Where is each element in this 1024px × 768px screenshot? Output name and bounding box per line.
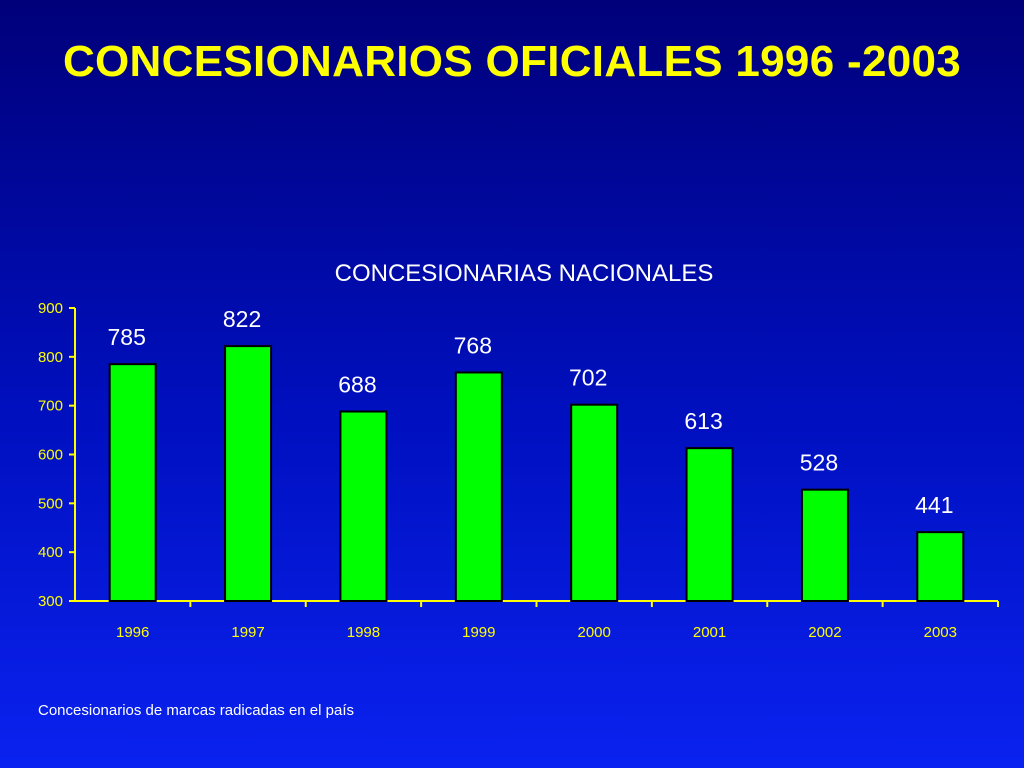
y-tick-label: 700: [38, 398, 63, 415]
y-tick-label: 300: [38, 593, 63, 610]
data-label: 613: [684, 408, 722, 434]
slide-title: CONCESIONARIOS OFICIALES 1996 -2003: [62, 37, 962, 86]
y-tick-label: 900: [38, 300, 63, 317]
data-label: 702: [569, 365, 607, 391]
bar: [916, 531, 965, 603]
x-tick-label: 1999: [462, 624, 495, 641]
bar: [454, 371, 503, 602]
bar: [108, 363, 157, 602]
data-label: 768: [454, 332, 492, 358]
bar: [685, 447, 734, 602]
bar: [339, 410, 388, 602]
y-tick-label: 600: [38, 447, 63, 464]
data-label: 528: [800, 450, 838, 476]
x-tick-label: 1997: [231, 624, 264, 641]
data-label: 785: [108, 324, 146, 350]
y-tick-label: 800: [38, 349, 63, 366]
x-tick-label: 1996: [116, 624, 149, 641]
bar: [800, 488, 849, 602]
bar: [224, 345, 273, 602]
y-tick-label: 400: [38, 544, 63, 561]
x-tick-label: 2001: [693, 624, 726, 641]
bar: [570, 403, 619, 602]
y-tick-label: 500: [38, 495, 63, 512]
footnote: Concesionarios de marcas radicadas en el…: [38, 702, 355, 719]
data-label: 441: [915, 492, 953, 518]
x-tick-label: 1998: [347, 624, 380, 641]
x-tick-label: 2003: [924, 624, 957, 641]
data-label: 688: [338, 372, 376, 398]
chart-title: CONCESIONARIAS NACIONALES: [335, 260, 714, 287]
data-label: 822: [223, 306, 261, 332]
x-tick-label: 2000: [578, 624, 611, 641]
x-tick-label: 2002: [808, 624, 841, 641]
